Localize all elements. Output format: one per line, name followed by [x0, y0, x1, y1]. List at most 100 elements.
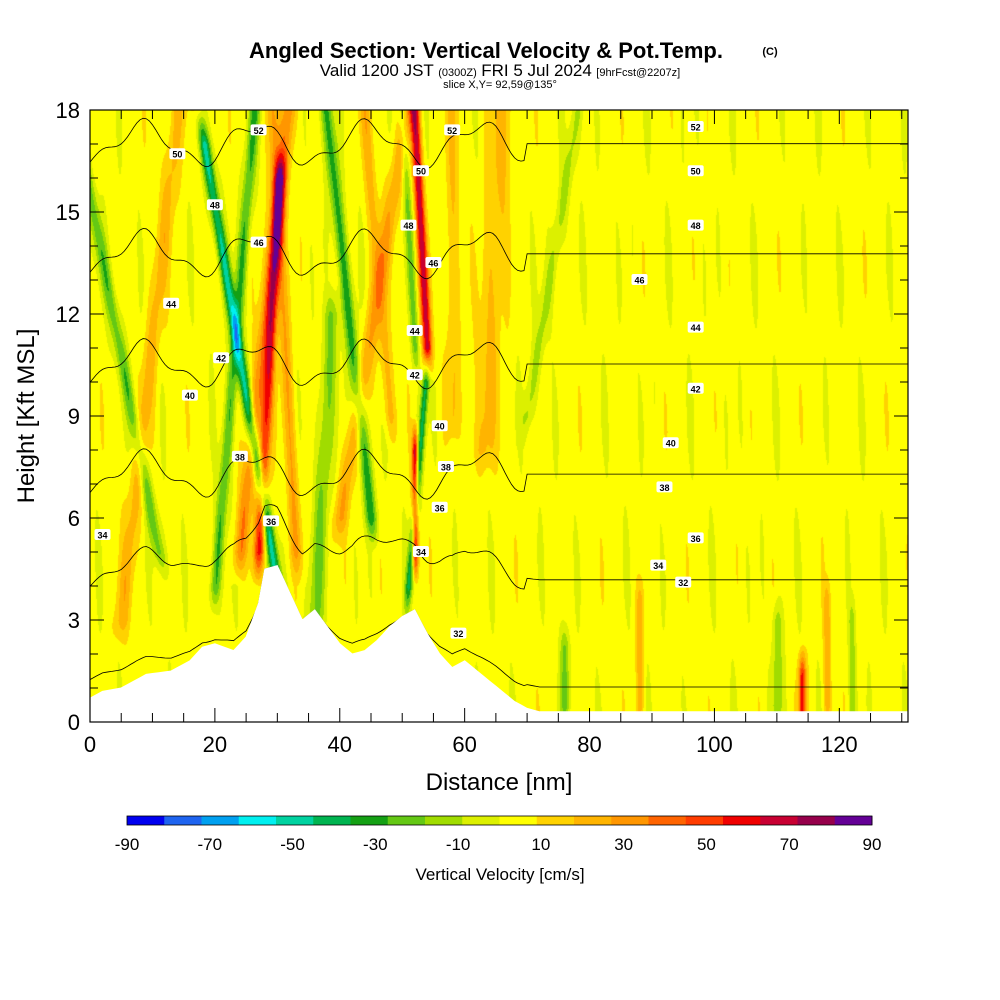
contour-label-box — [163, 297, 180, 309]
colorbar-tick-label: -10 — [446, 835, 471, 854]
contour-label-box — [181, 389, 198, 401]
contour-label-text: 46 — [428, 259, 438, 269]
subtitle-date: FRI 5 Jul 2024 — [481, 61, 592, 80]
contour-label-46: 46 — [425, 257, 442, 269]
contour-label-50: 50 — [412, 165, 429, 177]
title-copyright-mark: (C) — [762, 46, 778, 58]
contour-label-text: 40 — [435, 422, 445, 432]
contour-label-text: 48 — [403, 221, 413, 231]
contour-label-text: 36 — [435, 503, 445, 513]
contour-label-40: 40 — [181, 389, 198, 401]
colorbar-swatch — [425, 816, 463, 825]
colorbar-swatch — [462, 816, 500, 825]
colorbar-tick-label: 70 — [780, 835, 799, 854]
colorbar-swatch — [648, 816, 687, 825]
contour-label-36: 36 — [431, 501, 448, 513]
contour-label-text: 36 — [691, 534, 701, 544]
contour-line-42 — [90, 117, 908, 170]
colorbar-tick-label: -90 — [115, 835, 140, 854]
contour-label-36: 36 — [687, 532, 704, 544]
contour-label-text: 40 — [666, 439, 676, 449]
contour-label-46: 46 — [631, 274, 648, 286]
contour-label-text: 42 — [410, 371, 420, 381]
contour-label-44: 44 — [163, 297, 180, 309]
colorbar-swatch — [834, 816, 873, 825]
colorbar-swatch — [685, 816, 724, 825]
contour-label-48: 48 — [206, 199, 223, 211]
x-tick-label: 80 — [577, 732, 601, 757]
colorbar-swatch — [164, 816, 202, 825]
contour-label-box — [437, 461, 454, 472]
contour-line-32 — [90, 565, 908, 688]
contour-label-box — [444, 124, 461, 136]
contour-label-text: 44 — [166, 299, 176, 309]
colorbar-swatch — [201, 816, 240, 825]
colorbar-swatch — [499, 816, 538, 825]
contour-label-50: 50 — [169, 148, 186, 160]
contour-label-52: 52 — [444, 124, 461, 136]
contour-label-text: 50 — [691, 167, 701, 177]
slice-info: slice X,Y= 92,59@135° — [443, 79, 557, 91]
colorbar-swatch — [313, 816, 351, 825]
contour-label-box — [412, 546, 429, 557]
contour-label-box — [250, 124, 267, 136]
colorbar-swatch — [611, 816, 649, 825]
contour-label-40: 40 — [431, 420, 448, 432]
y-tick-label: 3 — [68, 608, 80, 633]
vertical-velocity-field — [90, 110, 908, 722]
colorbar-label: Vertical Velocity [cm/s] — [415, 865, 584, 884]
contour-label-42: 42 — [406, 369, 423, 381]
contour-label-box — [687, 382, 704, 394]
contour-label-42: 42 — [687, 382, 704, 394]
contour-label-box — [687, 321, 704, 333]
colorbar-swatch — [797, 816, 836, 825]
contour-label-text: 32 — [453, 629, 463, 639]
contour-label-52: 52 — [250, 124, 267, 136]
plot-area: 52 50 48 46 44 42 40 38 36 34 52 50 48 46 44 42 40 38 36 34… — [90, 110, 908, 722]
x-tick-label: 0 — [84, 732, 96, 757]
terrain-profile — [90, 565, 908, 722]
colorbar-tick-label: -30 — [363, 835, 388, 854]
colorbar-tick-label: 90 — [863, 835, 882, 854]
contour-label-box — [400, 219, 417, 231]
contour-label-box — [650, 559, 667, 571]
contour-label-text: 44 — [691, 323, 701, 333]
x-tick-label: 60 — [452, 732, 476, 757]
x-tick-label: 100 — [696, 732, 733, 757]
contour-label-box — [206, 199, 223, 211]
colorbar-tick-label: 10 — [531, 835, 550, 854]
colorbar-swatch — [127, 816, 165, 825]
y-tick-label: 6 — [68, 506, 80, 531]
contour-label-box — [675, 576, 692, 588]
colorbar-swatch — [723, 816, 761, 825]
contour-label-box — [431, 420, 448, 432]
y-tick-label: 15 — [56, 200, 80, 225]
x-tick-label: 40 — [328, 732, 352, 757]
contour-label-text: 46 — [254, 238, 264, 248]
contour-label-box — [406, 369, 423, 381]
contour-label-text: 52 — [691, 123, 701, 133]
colorbar-swatch — [574, 816, 612, 825]
contour-label-text: 32 — [678, 578, 688, 588]
contour-label-box — [425, 257, 442, 268]
colorbar-swatch — [536, 816, 575, 825]
contour-label-box — [431, 501, 448, 513]
contour-label-box — [263, 515, 280, 527]
contour-label-text: 44 — [410, 327, 420, 337]
colorbar: -90 -70 -50 -30 -10 10 30 50 70 90 — [115, 815, 882, 854]
contour-line-36 — [90, 448, 908, 500]
contour-label-52: 52 — [687, 121, 704, 133]
subtitle-forecast: [9hrFcst@2207z] — [596, 67, 680, 79]
contour-label-text: 42 — [691, 384, 701, 394]
contour-label-text: 36 — [266, 517, 276, 527]
contour-label-44: 44 — [406, 325, 423, 337]
x-tick-label: 120 — [821, 732, 858, 757]
y-tick-label: 18 — [56, 98, 80, 123]
contour-label-box — [213, 352, 230, 364]
contour-label-box — [687, 165, 704, 177]
contour-label-42: 42 — [213, 352, 230, 364]
contour-label-text: 34 — [653, 561, 663, 571]
contour-label-32: 32 — [675, 576, 692, 588]
contour-label-text: 38 — [441, 463, 451, 473]
contour-label-text: 38 — [659, 483, 669, 493]
